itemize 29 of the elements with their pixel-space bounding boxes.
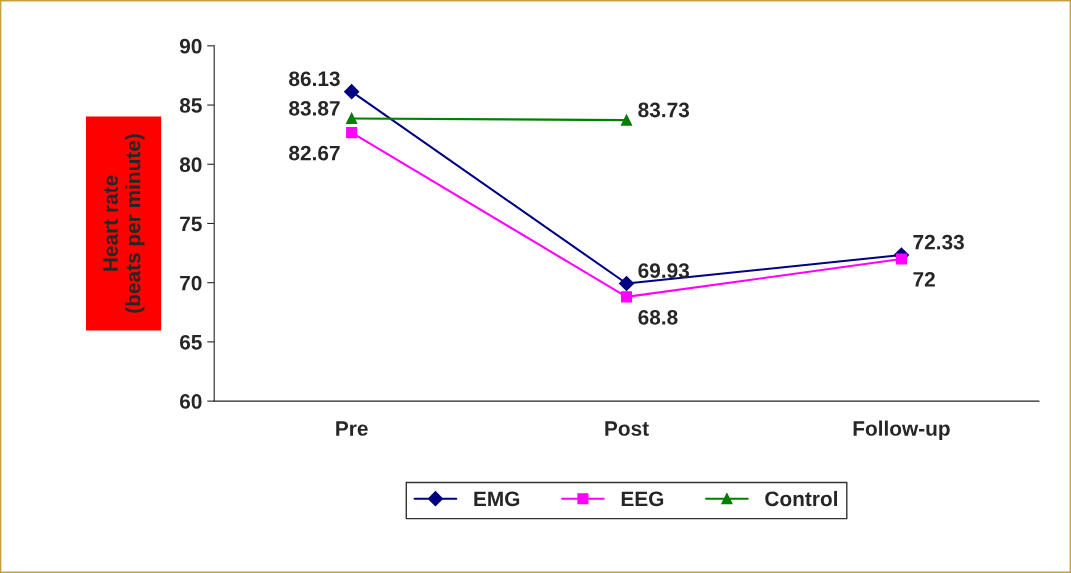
y-axis-title: Heart rate (beats per minute) [103, 134, 145, 313]
data-label: 82.67 [289, 145, 340, 161]
legend-label: EMG [474, 491, 520, 507]
legend-label: Control [765, 490, 837, 507]
data-label: 83.87 [289, 100, 340, 116]
y-tick-label: 65 [179, 334, 202, 350]
y-tick-label: 70 [180, 275, 202, 291]
data-label: 68.8 [638, 309, 678, 325]
data-label: 86.13 [289, 71, 340, 87]
y-tick-label: 60 [179, 394, 202, 409]
point [895, 253, 907, 265]
point [346, 127, 358, 139]
point [618, 275, 635, 292]
point [620, 114, 633, 126]
legend-label: EEG [621, 491, 664, 507]
data-label: 72 [913, 272, 935, 287]
x-tick-label: Pre [336, 421, 368, 436]
point [346, 112, 358, 124]
x-tick-label: Follow-up [853, 420, 950, 440]
data-label: 83.73 [638, 102, 690, 118]
data-label: 69.93 [638, 263, 690, 279]
point [620, 291, 633, 303]
y-tick-label: 90 [179, 38, 202, 54]
point [344, 84, 360, 100]
y-tick-label: 75 [180, 216, 202, 232]
y-tick-label: 85 [179, 98, 202, 113]
data-label: 72.33 [913, 234, 964, 250]
x-tick-label: Post [605, 421, 649, 436]
y-tick-label: 80 [179, 157, 202, 173]
